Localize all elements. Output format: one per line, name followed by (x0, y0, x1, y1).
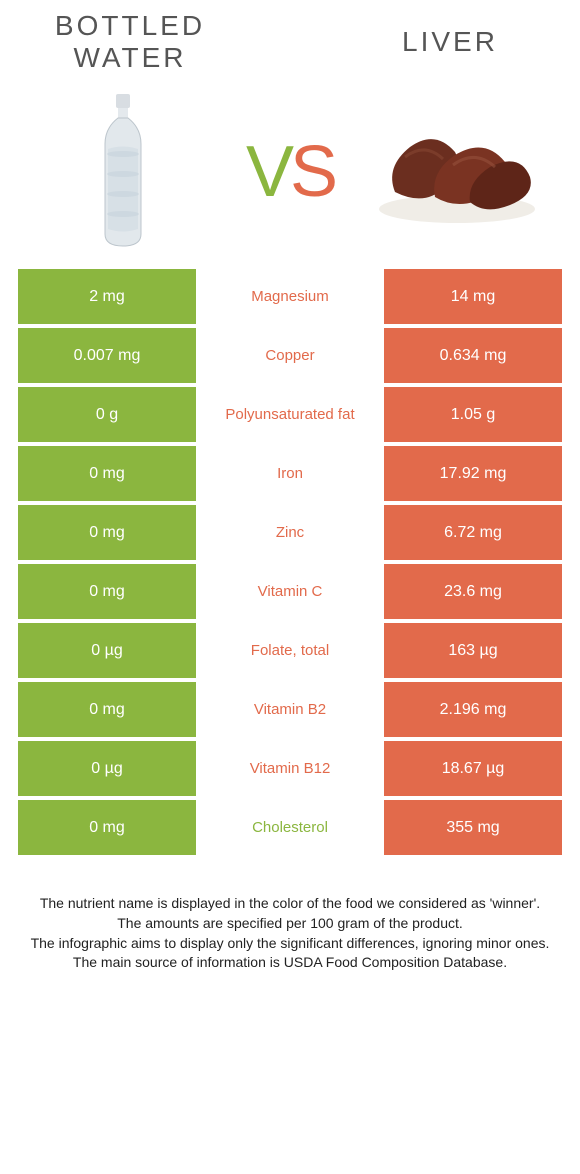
value-right: 163 µg (384, 623, 562, 678)
nutrient-label: Folate, total (200, 623, 380, 678)
value-left: 0 mg (18, 682, 196, 737)
value-right: 6.72 mg (384, 505, 562, 560)
value-right: 18.67 µg (384, 741, 562, 796)
liver-image (375, 89, 540, 254)
value-right: 14 mg (384, 269, 562, 324)
vs-label: VS (246, 131, 334, 213)
table-row: 0 mgVitamin B22.196 mg (18, 682, 562, 737)
bottle-image (40, 89, 205, 254)
table-row: 2 mgMagnesium14 mg (18, 269, 562, 324)
value-left: 0 mg (18, 446, 196, 501)
nutrient-label: Vitamin B12 (200, 741, 380, 796)
nutrient-label: Vitamin C (200, 564, 380, 619)
header: BOTTLEDWATER LIVER (0, 0, 580, 74)
nutrient-table: 2 mgMagnesium14 mg0.007 mgCopper0.634 mg… (0, 269, 580, 855)
value-right: 17.92 mg (384, 446, 562, 501)
title-right: LIVER (360, 26, 540, 58)
value-right: 355 mg (384, 800, 562, 855)
value-left: 0 µg (18, 623, 196, 678)
nutrient-label: Magnesium (200, 269, 380, 324)
table-row: 0 mgIron17.92 mg (18, 446, 562, 501)
table-row: 0 µgFolate, total163 µg (18, 623, 562, 678)
nutrient-label: Vitamin B2 (200, 682, 380, 737)
water-bottle-icon (93, 94, 153, 249)
table-row: 0.007 mgCopper0.634 mg (18, 328, 562, 383)
value-left: 2 mg (18, 269, 196, 324)
vs-v: V (246, 132, 290, 212)
nutrient-label: Cholesterol (200, 800, 380, 855)
footer-line-4: The main source of information is USDA F… (30, 953, 550, 973)
value-left: 0 mg (18, 505, 196, 560)
footer-line-2: The amounts are specified per 100 gram o… (30, 914, 550, 934)
value-right: 1.05 g (384, 387, 562, 442)
value-right: 23.6 mg (384, 564, 562, 619)
value-left: 0 mg (18, 800, 196, 855)
nutrient-label: Polyunsaturated fat (200, 387, 380, 442)
footer-line-3: The infographic aims to display only the… (30, 934, 550, 954)
nutrient-label: Iron (200, 446, 380, 501)
table-row: 0 mgVitamin C23.6 mg (18, 564, 562, 619)
images-row: VS (0, 74, 580, 269)
table-row: 0 µgVitamin B1218.67 µg (18, 741, 562, 796)
footer-line-1: The nutrient name is displayed in the co… (30, 894, 550, 914)
value-right: 0.634 mg (384, 328, 562, 383)
vs-s: S (290, 132, 334, 212)
value-left: 0 g (18, 387, 196, 442)
value-left: 0 mg (18, 564, 196, 619)
table-row: 0 gPolyunsaturated fat1.05 g (18, 387, 562, 442)
nutrient-label: Zinc (200, 505, 380, 560)
value-left: 0 µg (18, 741, 196, 796)
table-row: 0 mgCholesterol355 mg (18, 800, 562, 855)
value-left: 0.007 mg (18, 328, 196, 383)
table-row: 0 mgZinc6.72 mg (18, 505, 562, 560)
value-right: 2.196 mg (384, 682, 562, 737)
nutrient-label: Copper (200, 328, 380, 383)
footer: The nutrient name is displayed in the co… (0, 859, 580, 972)
title-left: BOTTLEDWATER (40, 10, 220, 74)
liver-icon (375, 117, 540, 227)
